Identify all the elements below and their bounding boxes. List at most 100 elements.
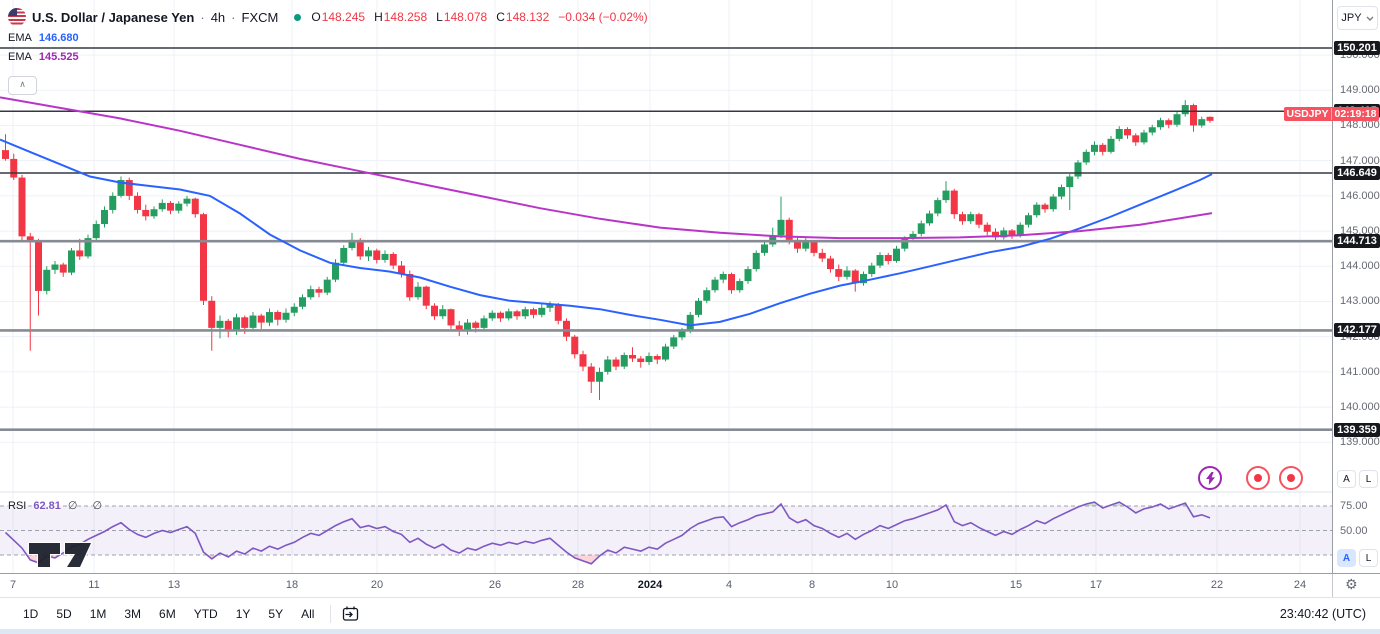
candle-up (1033, 204, 1041, 216)
price-pane-scale-buttons: A L (1337, 470, 1378, 488)
price-tick-label: 144.000 (1340, 260, 1380, 273)
candle-down (76, 250, 84, 257)
candle-down (356, 239, 364, 257)
candle-down (191, 198, 199, 215)
candle-down (398, 265, 405, 275)
auto-scale-button[interactable]: A (1337, 549, 1356, 567)
auto-scale-button[interactable]: A (1337, 470, 1356, 488)
candle-up (893, 248, 900, 261)
range-button-5y[interactable]: 5Y (268, 606, 284, 621)
candle-up (464, 322, 471, 332)
candle-down (728, 274, 735, 291)
price-tick-label: 146.000 (1340, 189, 1380, 202)
rsi-empty-values: ∅ ∅ (67, 500, 109, 512)
candle-down (455, 325, 463, 332)
candle-up (736, 281, 744, 291)
ema-legend-row[interactable]: EMA 145.525 (8, 47, 648, 66)
go-to-date-button[interactable] (338, 602, 362, 626)
candle-up (249, 315, 257, 328)
log-scale-button[interactable]: L (1359, 549, 1378, 567)
time-tick-label: 4 (725, 579, 733, 591)
candle-down (431, 305, 438, 317)
candle-down (422, 286, 430, 306)
range-button-1m[interactable]: 1M (89, 606, 107, 621)
candle-down (1206, 116, 1214, 121)
range-button-5d[interactable]: 5D (56, 606, 72, 621)
last-price-countdown-badge: USDJPY 02:19:18 (1284, 107, 1379, 121)
time-tick-label: 28 (571, 579, 585, 591)
record-icon[interactable] (1279, 466, 1303, 490)
candle-down (208, 300, 216, 328)
price-tick-label: 143.000 (1340, 295, 1380, 308)
candle-down (142, 209, 150, 217)
time-axis[interactable]: ⚙ 7 11 13 18 20 26 28 2024 4 8 10 15 17 22 24 (0, 573, 1380, 598)
candle-up (1148, 127, 1156, 133)
indicator-value: 146.680 (38, 31, 79, 44)
time-tick-label: 15 (1009, 579, 1023, 591)
market-status-icon (294, 13, 302, 21)
chart-surface[interactable] (0, 0, 1332, 573)
candle-down (497, 312, 504, 319)
ema-legend-row[interactable]: EMA 146.680 (8, 28, 648, 47)
calendar-icon (342, 606, 359, 621)
chevron-down-icon (1366, 16, 1374, 21)
price-axis[interactable]: 150.000 149.000 148.000 147.000 146.000 145.0… (1332, 0, 1380, 573)
price-tick-label: 148.000 (1340, 119, 1380, 132)
currency-selector[interactable]: JPY (1337, 6, 1378, 30)
range-button-6m[interactable]: 6M (159, 606, 176, 621)
candle-up (1066, 176, 1074, 188)
candle-up (645, 356, 653, 363)
rsi-legend-row[interactable]: RSI 62.81 ∅ ∅ (8, 499, 109, 513)
candle-up (868, 265, 876, 275)
candle-down (1165, 120, 1173, 125)
candle-down (810, 242, 818, 253)
candle-up (480, 318, 488, 328)
price-tick-label: 145.000 (1340, 225, 1380, 238)
candle-up (183, 198, 191, 204)
candle-up (1091, 144, 1098, 152)
flash-icon[interactable] (1198, 466, 1222, 490)
candle-down (950, 190, 958, 215)
candle-up (777, 219, 785, 236)
settings-icon[interactable]: ⚙ (1345, 576, 1358, 592)
high-value: 148.258 (383, 10, 428, 24)
range-button-3m[interactable]: 3M (124, 606, 142, 621)
range-button-1y[interactable]: 1Y (235, 606, 251, 621)
bottom-toolbar: 1D 5D 1M 3M 6M YTD 1Y 5Y All 23:40:42 (UTC) (0, 597, 1380, 629)
chart-canvas (0, 0, 1332, 573)
log-scale-button[interactable]: L (1359, 470, 1378, 488)
price-tick-label: 141.000 (1340, 365, 1380, 378)
candle-down (1041, 204, 1049, 210)
axis-divider (1332, 574, 1333, 598)
candle-down (851, 270, 859, 284)
record-icon[interactable] (1246, 466, 1270, 490)
candle-down (612, 359, 620, 367)
candle-up (1140, 132, 1148, 143)
candle-up (703, 290, 711, 301)
candle-up (290, 306, 298, 313)
symbol-legend-row[interactable]: U.S. Dollar / Japanese Yen · 4h · FXCM O… (8, 6, 648, 28)
candle-up (711, 279, 719, 291)
candle-up (365, 250, 372, 257)
candle-up (967, 214, 975, 222)
candle-down (1099, 144, 1107, 152)
range-button-ytd[interactable]: YTD (193, 606, 218, 621)
candle-up (546, 304, 554, 308)
candle-up (802, 242, 810, 249)
utc-clock[interactable]: 23:40:42 (UTC) (1279, 606, 1366, 621)
candle-down (274, 312, 282, 320)
range-button-all[interactable]: All (301, 606, 315, 621)
candle-down (18, 177, 26, 237)
candle-down (785, 219, 793, 240)
collapse-legend-button[interactable]: ∧ (8, 76, 37, 95)
close-value: 148.132 (505, 10, 550, 24)
candle-up (332, 262, 339, 280)
candle-up (307, 289, 315, 298)
range-button-1d[interactable]: 1D (23, 606, 39, 621)
candle-down (579, 354, 587, 367)
candle-up (1198, 119, 1206, 126)
candle-up (1074, 162, 1082, 177)
candle-up (1025, 215, 1032, 225)
time-tick-label: 10 (885, 579, 899, 591)
